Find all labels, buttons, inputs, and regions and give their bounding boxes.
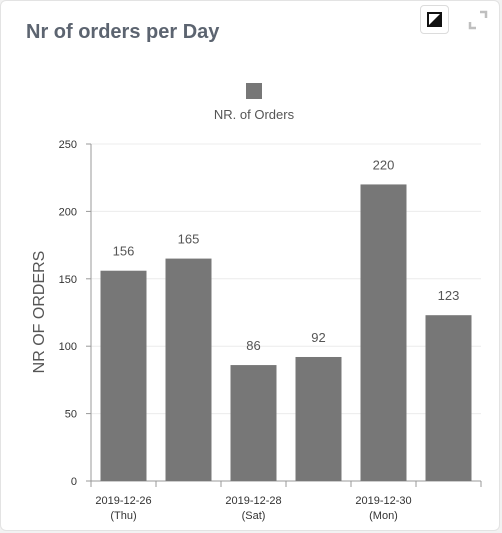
y-tick-label: 50 [65, 409, 77, 421]
bar-value-label: 165 [178, 232, 200, 247]
y-tick-label: 100 [59, 341, 77, 353]
y-axis-title: NR OF ORDERS [31, 251, 48, 374]
y-tick-label: 200 [59, 206, 77, 218]
x-tick-sublabel: (Thu) [110, 510, 136, 522]
bar-value-label: 92 [311, 330, 325, 345]
bar-value-label: 86 [246, 338, 260, 353]
expand-button[interactable] [467, 9, 489, 31]
y-tick-label: 250 [59, 139, 77, 151]
bar-value-label: 220 [373, 157, 395, 172]
expand-icon [468, 10, 488, 30]
bar [360, 184, 407, 481]
bar [100, 270, 147, 481]
bar [425, 315, 472, 481]
x-tick-label: 2019-12-30 [355, 495, 411, 507]
chart-title: Nr of orders per Day [26, 21, 220, 43]
bar [230, 365, 277, 481]
legend-label: NR. of Orders [214, 107, 295, 122]
y-tick-label: 150 [59, 274, 77, 286]
y-tick-label: 0 [71, 476, 77, 488]
chart-type-icon [427, 12, 442, 27]
x-tick-sublabel: (Sat) [242, 510, 266, 522]
bar-value-label: 123 [438, 288, 460, 303]
x-tick-label: 2019-12-28 [225, 495, 281, 507]
x-tick-sublabel: (Mon) [369, 510, 398, 522]
bar [165, 258, 212, 481]
x-tick-label: 2019-12-26 [95, 495, 151, 507]
legend-swatch [246, 83, 262, 99]
chart-type-button[interactable] [420, 5, 449, 34]
bar [295, 356, 342, 481]
bar-value-label: 156 [113, 244, 135, 259]
